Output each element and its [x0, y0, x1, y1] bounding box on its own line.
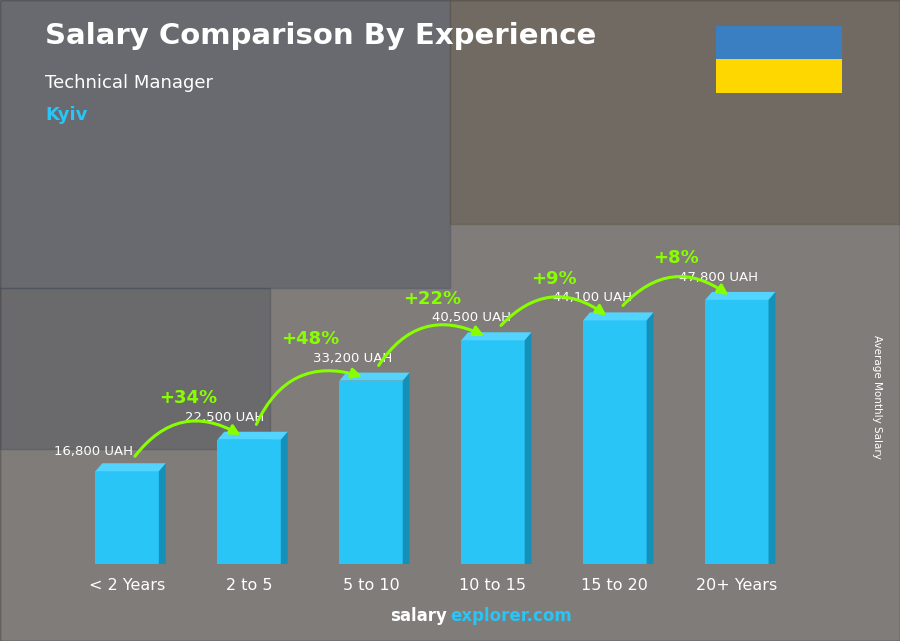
Polygon shape	[769, 292, 776, 564]
Bar	[218, 440, 281, 564]
Text: Kyiv: Kyiv	[45, 106, 87, 124]
Text: 16,800 UAH: 16,800 UAH	[53, 445, 132, 458]
Text: 22,500 UAH: 22,500 UAH	[185, 411, 265, 424]
Polygon shape	[583, 312, 653, 320]
Text: explorer.com: explorer.com	[450, 607, 572, 625]
Text: +34%: +34%	[159, 389, 217, 407]
Polygon shape	[646, 312, 653, 564]
Text: +22%: +22%	[403, 290, 461, 308]
Bar	[0, 0, 450, 288]
Text: Technical Manager: Technical Manager	[45, 74, 213, 92]
Text: 47,800 UAH: 47,800 UAH	[679, 271, 758, 284]
Bar	[339, 381, 402, 564]
Bar	[450, 0, 900, 224]
Text: Average Monthly Salary: Average Monthly Salary	[872, 335, 883, 460]
Text: Salary Comparison By Experience: Salary Comparison By Experience	[45, 22, 596, 51]
Polygon shape	[218, 432, 288, 440]
Text: 33,200 UAH: 33,200 UAH	[313, 352, 392, 365]
Bar	[462, 340, 525, 564]
Polygon shape	[525, 332, 532, 564]
Bar	[95, 471, 159, 564]
Text: 44,100 UAH: 44,100 UAH	[554, 292, 633, 304]
Polygon shape	[281, 432, 288, 564]
Polygon shape	[95, 463, 166, 471]
Text: 40,500 UAH: 40,500 UAH	[431, 312, 510, 324]
Text: +48%: +48%	[281, 330, 339, 348]
Bar	[583, 320, 646, 564]
Bar	[705, 300, 769, 564]
Polygon shape	[462, 332, 532, 340]
Text: +9%: +9%	[531, 270, 577, 288]
Polygon shape	[402, 372, 410, 564]
Text: salary: salary	[391, 607, 447, 625]
Polygon shape	[339, 372, 410, 381]
Bar	[716, 26, 842, 60]
Bar	[716, 60, 842, 93]
Polygon shape	[705, 292, 776, 300]
Text: +8%: +8%	[653, 249, 698, 267]
Polygon shape	[159, 463, 166, 564]
Bar	[0, 288, 270, 449]
